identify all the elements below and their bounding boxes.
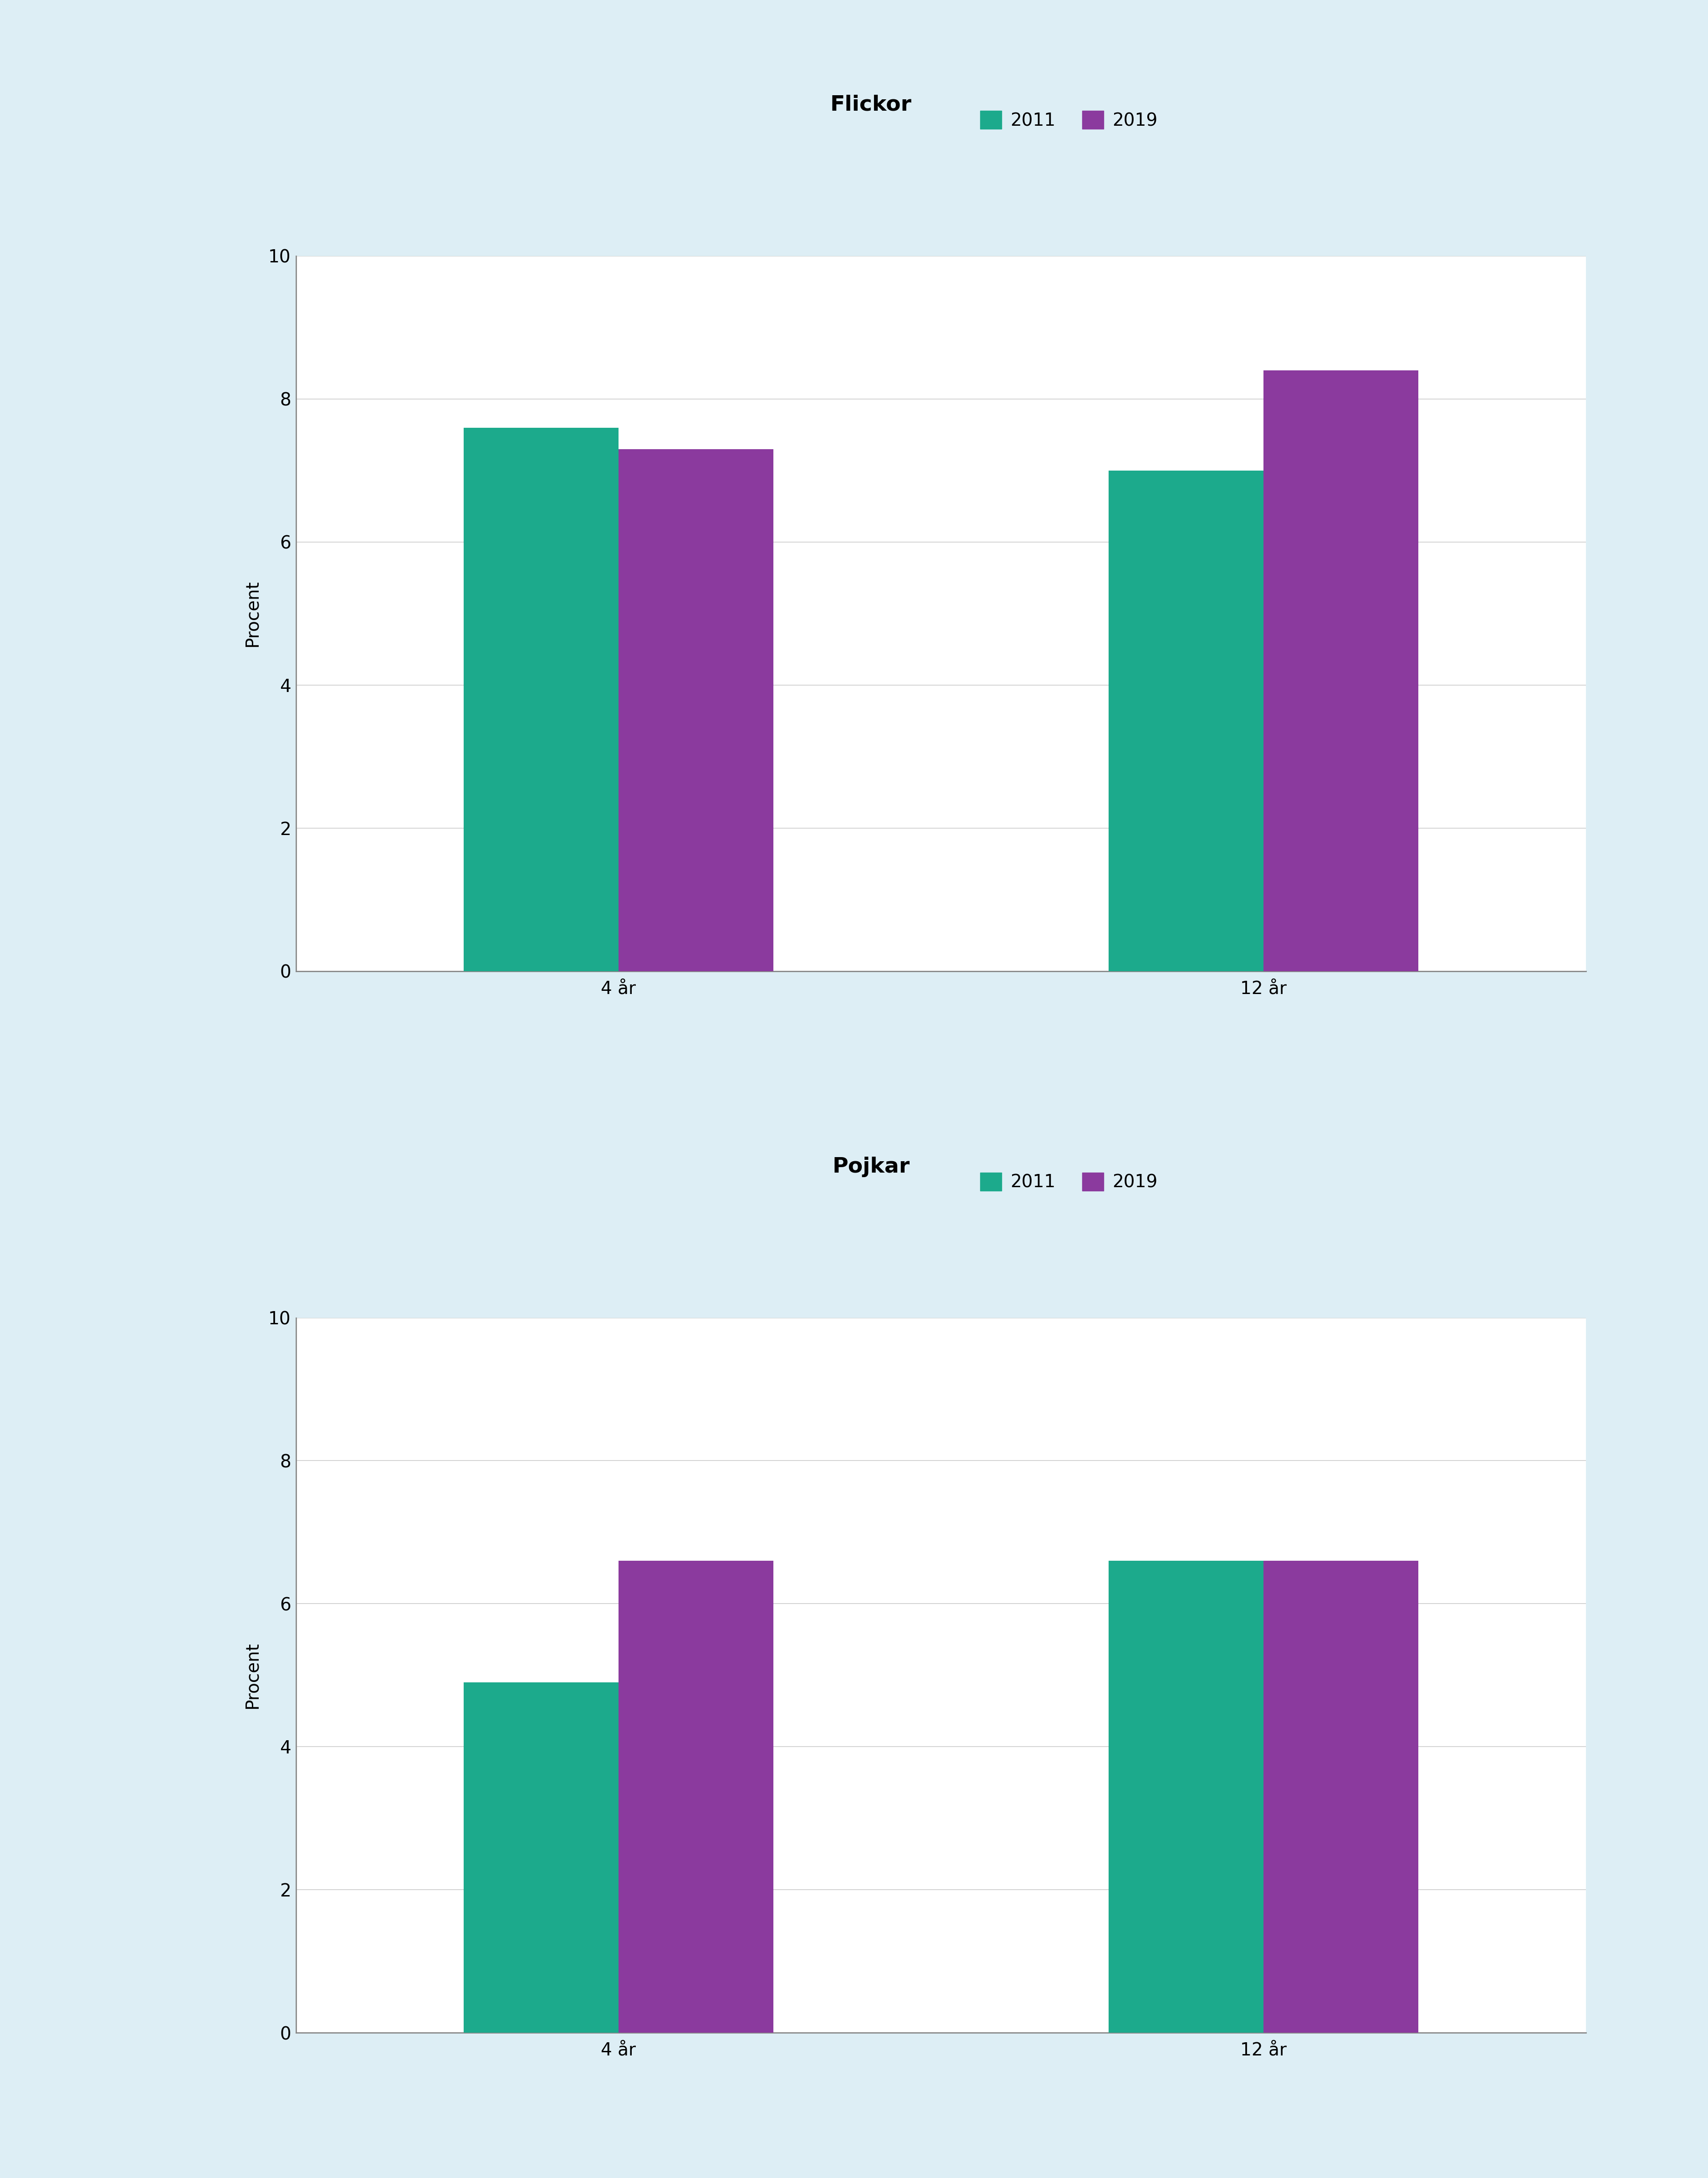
Bar xyxy=(463,427,618,971)
Bar xyxy=(1264,370,1418,971)
Text: Flickor: Flickor xyxy=(830,94,912,115)
Text: Pojkar: Pojkar xyxy=(832,1157,910,1176)
Bar xyxy=(1108,470,1264,971)
Y-axis label: Procent: Procent xyxy=(244,1642,261,1710)
Legend: 2011, 2019: 2011, 2019 xyxy=(974,1165,1165,1198)
Legend: 2011, 2019: 2011, 2019 xyxy=(974,105,1165,137)
Bar xyxy=(463,1681,618,2032)
Bar xyxy=(1108,1562,1264,2032)
Bar xyxy=(618,1562,774,2032)
Bar xyxy=(1264,1562,1418,2032)
Y-axis label: Procent: Procent xyxy=(244,579,261,647)
Bar xyxy=(618,449,774,971)
